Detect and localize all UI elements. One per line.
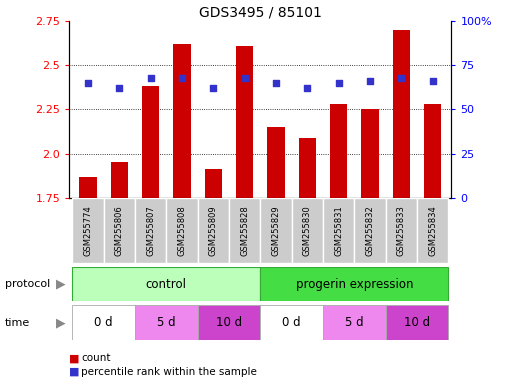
Bar [72,198,104,263]
Text: control: control [146,278,187,291]
Bar [424,104,441,198]
Bar [166,198,198,263]
Text: GSM255829: GSM255829 [271,205,281,256]
Text: GSM255831: GSM255831 [334,205,343,256]
Bar [80,177,96,198]
Bar [267,127,285,198]
Text: GSM255774: GSM255774 [84,205,92,256]
Text: ■: ■ [69,367,80,377]
Bar [142,86,160,198]
Bar [236,46,253,198]
Bar [198,198,229,263]
Bar [386,305,448,340]
Bar [72,305,135,340]
Bar [361,109,379,198]
Bar [417,198,448,263]
Text: 5 d: 5 d [345,316,364,329]
Point [334,80,343,86]
Bar [135,305,198,340]
Text: 10 d: 10 d [216,316,242,329]
Bar [261,267,448,301]
Text: time: time [5,318,30,328]
Point [115,85,124,91]
Text: GSM255807: GSM255807 [146,205,155,256]
Point [147,74,155,81]
Title: GDS3495 / 85101: GDS3495 / 85101 [199,6,322,20]
Text: percentile rank within the sample: percentile rank within the sample [81,367,257,377]
Text: 0 d: 0 d [94,316,113,329]
Bar [354,198,386,263]
Bar [198,305,261,340]
Point [303,85,311,91]
Text: progerin expression: progerin expression [295,278,413,291]
Text: 5 d: 5 d [157,316,175,329]
Bar [173,44,191,198]
Text: GSM255808: GSM255808 [177,205,187,256]
Bar [205,169,222,198]
Bar [111,162,128,198]
Text: 10 d: 10 d [404,316,430,329]
Bar [393,30,410,198]
Text: GSM255828: GSM255828 [240,205,249,256]
Text: GSM255830: GSM255830 [303,205,312,256]
Point [178,74,186,81]
Text: GSM255806: GSM255806 [115,205,124,256]
Bar [330,104,347,198]
Point [272,80,280,86]
Bar [292,198,323,263]
Bar [104,198,135,263]
Point [241,74,249,81]
Text: protocol: protocol [5,279,50,289]
Text: count: count [81,353,111,363]
Bar [261,305,323,340]
Point [397,74,405,81]
Point [428,78,437,84]
Bar [261,198,292,263]
Text: ■: ■ [69,353,80,363]
Bar [229,198,261,263]
Text: 0 d: 0 d [282,316,301,329]
Point [366,78,374,84]
Text: GSM255833: GSM255833 [397,205,406,256]
Bar [323,305,386,340]
Bar [386,198,417,263]
Point [84,80,92,86]
Text: GSM255834: GSM255834 [428,205,437,256]
Bar [135,198,166,263]
Text: GSM255832: GSM255832 [365,205,374,256]
Bar [323,198,354,263]
Text: GSM255809: GSM255809 [209,205,218,256]
Text: ▶: ▶ [56,316,65,329]
Point [209,85,218,91]
Text: ▶: ▶ [56,278,65,291]
Bar [72,267,261,301]
Bar [299,138,316,198]
